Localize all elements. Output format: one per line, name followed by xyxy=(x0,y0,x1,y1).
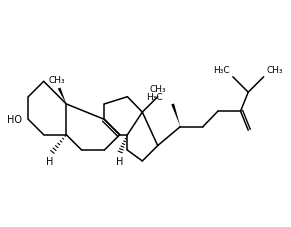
Text: H: H xyxy=(46,157,53,167)
Text: HO: HO xyxy=(6,115,22,125)
Text: H₃C: H₃C xyxy=(214,65,230,74)
Polygon shape xyxy=(58,88,66,104)
Text: CH₃: CH₃ xyxy=(266,65,283,74)
Text: CH₃: CH₃ xyxy=(49,76,65,85)
Polygon shape xyxy=(171,104,180,127)
Text: H₃C: H₃C xyxy=(147,92,163,101)
Text: CH₃: CH₃ xyxy=(150,84,166,93)
Text: H: H xyxy=(116,157,124,167)
